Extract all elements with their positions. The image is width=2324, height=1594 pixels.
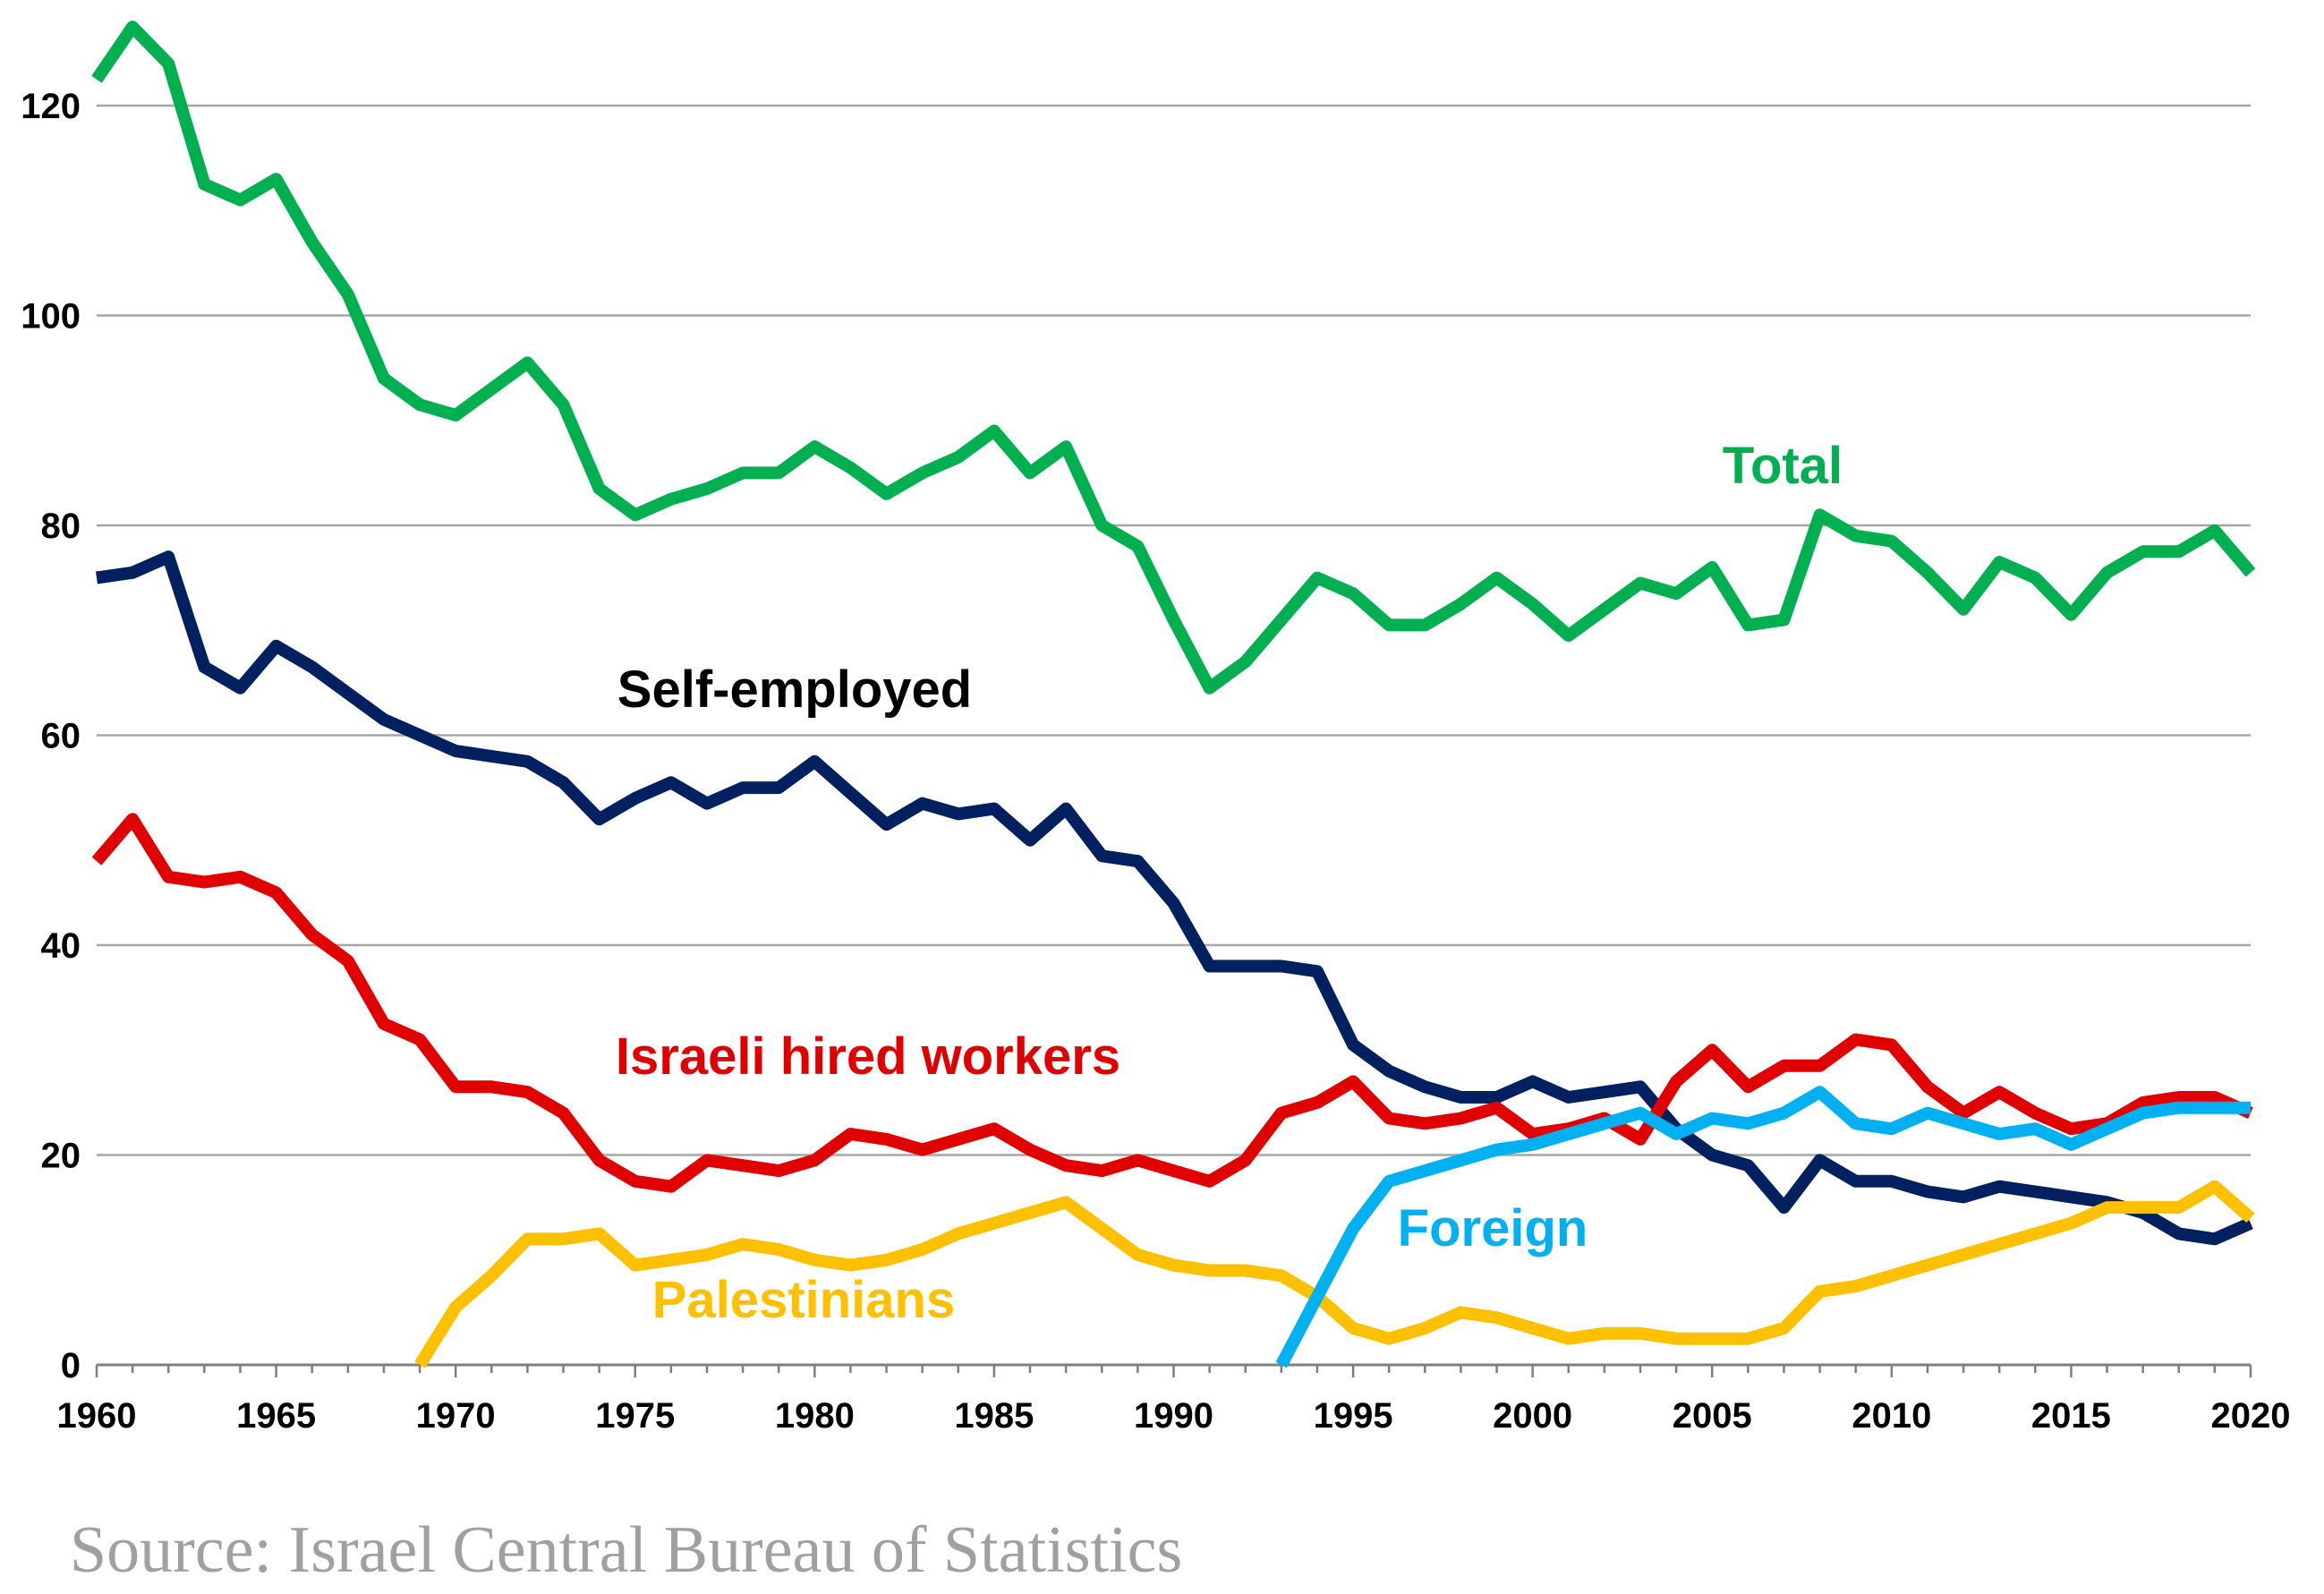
- series-line-palestinians: [414, 1180, 2255, 1368]
- x-tick-label-1985: 1985: [954, 1396, 1034, 1436]
- series-line-israeli-hired-workers: [91, 813, 2253, 1193]
- y-tick-label-80: 80: [41, 507, 81, 546]
- series-labels: Total Self-employed Israeli hired workers P…: [616, 437, 1843, 1329]
- x-tick-label-2020: 2020: [2211, 1396, 2291, 1436]
- axes: 0 20 40 60 80 100 120 1960 1965 1970 1975 1980 1985 1…: [21, 87, 2290, 1436]
- x-tick-label-1995: 1995: [1314, 1396, 1393, 1436]
- series-line-total: [91, 21, 2256, 695]
- series-label-palestinians: Palestinians: [652, 1271, 955, 1329]
- x-tick-label-2015: 2015: [2031, 1396, 2111, 1436]
- y-tick-label-0: 0: [61, 1346, 81, 1385]
- series-line-foreign: [1275, 1086, 2251, 1368]
- x-tick-label-1960: 1960: [57, 1396, 137, 1436]
- x-tick-label-2005: 2005: [1673, 1396, 1752, 1436]
- series-lines: [91, 21, 2256, 1368]
- series-label-self-employed: Self-employed: [617, 661, 972, 719]
- y-tick-label-120: 120: [21, 87, 81, 126]
- y-tick-label-40: 40: [41, 926, 81, 966]
- x-tick-label-1990: 1990: [1134, 1396, 1213, 1436]
- x-tick-label-2000: 2000: [1493, 1396, 1572, 1436]
- series-label-foreign: Foreign: [1398, 1199, 1588, 1257]
- series-line-self-employed: [95, 550, 2253, 1246]
- x-tick-label-1965: 1965: [236, 1396, 316, 1436]
- y-tick-label-60: 60: [41, 717, 81, 756]
- gridlines: [97, 104, 2251, 1156]
- x-tick-label-1980: 1980: [775, 1396, 855, 1436]
- series-label-israeli-hired-workers: Israeli hired workers: [616, 1027, 1120, 1086]
- x-tick-label-1975: 1975: [595, 1396, 675, 1436]
- series-label-total: Total: [1723, 437, 1843, 495]
- x-tick-label-2010: 2010: [1852, 1396, 1931, 1436]
- y-tick-label-20: 20: [41, 1137, 81, 1176]
- y-tick-label-100: 100: [21, 297, 81, 337]
- x-tick-label-1970: 1970: [416, 1396, 496, 1436]
- source-note: Source: Israel Central Bureau of Statist…: [70, 1513, 1183, 1587]
